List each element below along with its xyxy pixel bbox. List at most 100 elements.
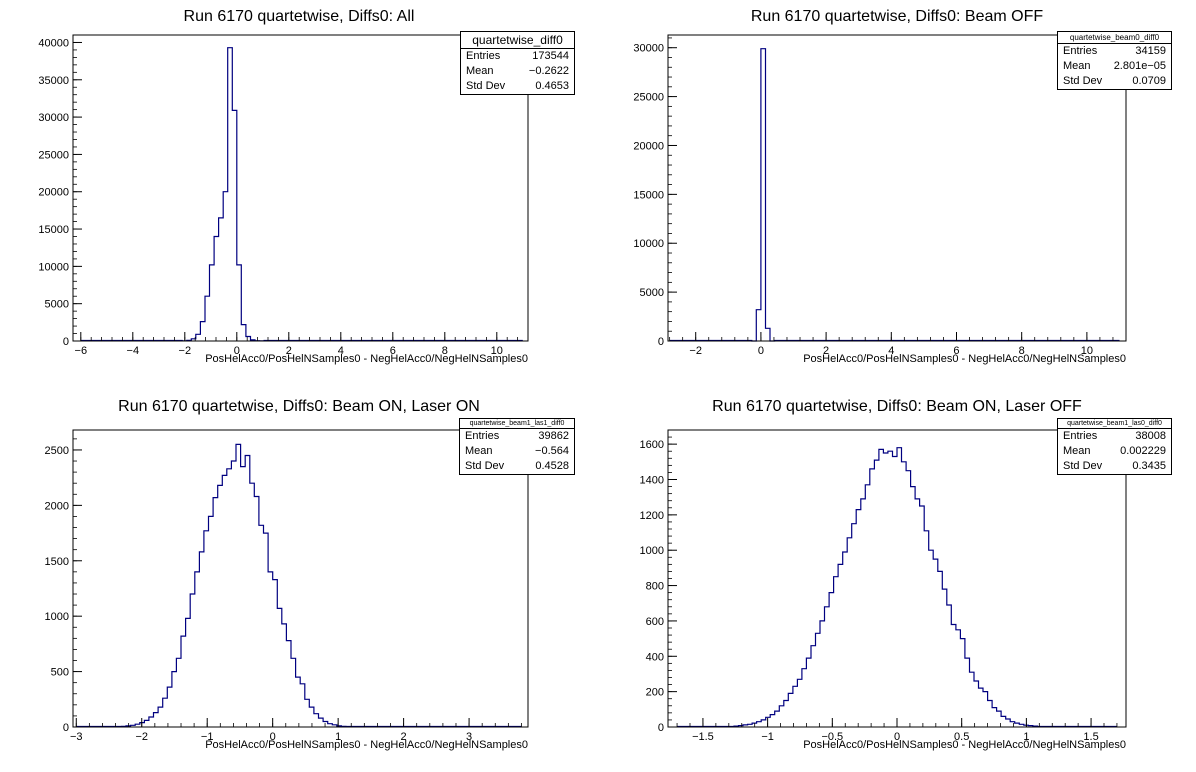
- entries-label: Entries: [1063, 430, 1098, 442]
- y-tick-label: 10000: [38, 261, 69, 273]
- stddev-label: Std Dev: [466, 80, 506, 92]
- y-tick-label: 30000: [633, 43, 664, 55]
- x-tick-label: 3: [466, 731, 472, 743]
- entries-label: Entries: [1063, 45, 1098, 57]
- stats-box: quartetwise_diff0 Entries 173544 Mean −0.2…: [460, 31, 575, 95]
- x-tick-label: −1: [201, 731, 214, 743]
- x-tick-label: 4: [338, 345, 344, 357]
- chart-title: Run 6170 quartetwise, Diffs0: Beam ON, L…: [118, 398, 480, 415]
- y-tick-label: 1600: [640, 439, 664, 451]
- y-tick-label: 40000: [38, 37, 69, 49]
- y-tick-label: 0: [63, 722, 69, 734]
- entries-value: 34159: [1135, 45, 1166, 57]
- mean-label: Mean: [1063, 445, 1091, 457]
- chart-plot: −2 0 2 4 6 8 10 0 5000 10000 15000 20000 25000 30000: [633, 34, 1127, 357]
- y-tick-label: 1000: [45, 611, 69, 623]
- stddev-value: 0.0709: [1132, 75, 1166, 87]
- stats-box: quartetwise_beam1_las0_diff0 Entries 3800…: [1057, 418, 1172, 475]
- x-tick-label: 2: [286, 345, 292, 357]
- x-tick-label: −6: [75, 345, 88, 357]
- x-tick-label: −2: [135, 731, 148, 743]
- y-tick-label: 2000: [45, 500, 69, 512]
- mean-value: 0.002229: [1120, 445, 1166, 457]
- stddev-value: 0.3435: [1132, 460, 1166, 472]
- x-axis-label: PosHelAcc0/PosHelNSamples0 - NegHelAcc0/…: [205, 353, 528, 365]
- y-tick-label: 400: [646, 651, 664, 663]
- plot-frame: [72, 34, 529, 342]
- y-tick-label: 0: [63, 336, 69, 348]
- mean-label: Mean: [1063, 60, 1091, 72]
- y-tick-label: 15000: [633, 189, 664, 201]
- stats-box: quartetwise_beam0_diff0 Entries 34159 Mea…: [1057, 31, 1172, 90]
- y-tick-label: 1000: [640, 545, 664, 557]
- stddev-label: Std Dev: [465, 460, 505, 472]
- histogram-line: [677, 447, 1117, 728]
- x-tick-label: −1: [761, 731, 774, 743]
- chart-panel-beam-on-laser-off: Run 6170 quartetwise, Diffs0: Beam ON, L…: [598, 386, 1196, 772]
- chart-plot: −3 −2 −1 0 1 2 3 0 500 1000 1500 2000 2500: [45, 429, 529, 743]
- plot-frame: [72, 429, 529, 728]
- y-tick-label: 20000: [633, 140, 664, 152]
- x-tick-label: 10: [1081, 345, 1093, 357]
- chart-panel-beam-off: Run 6170 quartetwise, Diffs0: Beam OFF −…: [598, 0, 1196, 386]
- chart-title: Run 6170 quartetwise, Diffs0: Beam OFF: [750, 8, 1044, 25]
- histogram-line: [669, 48, 1120, 342]
- x-tick-label: −1.5: [692, 731, 714, 743]
- chart-plot: −6 −4 −2 0 2 4 6 8 10 0 5000 10000 15000 20000 25000 30…: [38, 34, 529, 357]
- x-tick-label: 0.5: [954, 731, 969, 743]
- x-tick-label: 2: [823, 345, 829, 357]
- x-tick-label: −0.5: [821, 731, 843, 743]
- y-tick-label: 1200: [640, 510, 664, 522]
- chart-title: Run 6170 quartetwise, Diffs0: All: [183, 8, 415, 25]
- x-tick-label: 1: [1023, 731, 1029, 743]
- stats-box-name: quartetwise_beam1_las0_diff0: [1058, 419, 1171, 429]
- y-tick-label: 0: [658, 336, 664, 348]
- plot-frame: [667, 34, 1127, 342]
- x-tick-label: 10: [491, 345, 503, 357]
- chart-panel-all: Run 6170 quartetwise, Diffs0: All −6 −4 −2…: [0, 0, 598, 386]
- x-tick-label: −4: [127, 345, 140, 357]
- y-tick-label: 30000: [38, 112, 69, 124]
- stats-box: quartetwise_beam1_las1_diff0 Entries 3986…: [459, 418, 575, 475]
- y-tick-label: 15000: [38, 224, 69, 236]
- y-tick-label: 20000: [38, 187, 69, 199]
- y-tick-label: 5000: [45, 299, 69, 311]
- entries-label: Entries: [466, 50, 501, 62]
- x-axis-label: PosHelAcc0/PosHelNSamples0 - NegHelAcc0/…: [803, 739, 1126, 751]
- y-tick-label: 800: [646, 581, 664, 593]
- y-tick-label: 5000: [640, 287, 664, 299]
- x-tick-label: 6: [953, 345, 959, 357]
- x-tick-label: 0: [758, 345, 764, 357]
- x-tick-label: 1.5: [1083, 731, 1098, 743]
- y-tick-label: 25000: [38, 149, 69, 161]
- x-tick-label: −2: [689, 345, 702, 357]
- histogram-line: [80, 47, 523, 342]
- y-tick-label: 35000: [38, 75, 69, 87]
- mean-value: 2.801e−05: [1113, 60, 1166, 72]
- mean-label: Mean: [465, 445, 493, 457]
- mean-value: −0.2622: [528, 65, 569, 77]
- stats-box-name: quartetwise_beam0_diff0: [1058, 32, 1171, 44]
- x-tick-label: 2: [401, 731, 407, 743]
- x-axis-label: PosHelAcc0/PosHelNSamples0 - NegHelAcc0/…: [803, 353, 1126, 365]
- chart-plot: −1.5 −1 −0.5 0 0.5 1 1.5 0 200 400 600 800 1000 1200 1…: [640, 429, 1127, 743]
- stddev-value: 0.4528: [535, 460, 569, 472]
- entries-value: 39862: [538, 430, 569, 442]
- chart-title: Run 6170 quartetwise, Diffs0: Beam ON, L…: [712, 398, 1082, 415]
- x-tick-label: 0: [234, 345, 240, 357]
- histogram-line: [76, 443, 522, 728]
- entries-label: Entries: [465, 430, 500, 442]
- stddev-value: 0.4653: [535, 80, 569, 92]
- mean-label: Mean: [466, 65, 494, 77]
- x-tick-label: 0: [894, 731, 900, 743]
- stddev-label: Std Dev: [1063, 460, 1103, 472]
- x-tick-label: −2: [179, 345, 192, 357]
- x-tick-label: −3: [70, 731, 83, 743]
- mean-value: −0.564: [535, 445, 569, 457]
- x-axis-label: PosHelAcc0/PosHelNSamples0 - NegHelAcc0/…: [205, 739, 528, 751]
- x-tick-label: 8: [442, 345, 448, 357]
- y-tick-label: 25000: [633, 92, 664, 104]
- chart-panel-beam-on-laser-on: Run 6170 quartetwise, Diffs0: Beam ON, L…: [0, 386, 598, 772]
- x-tick-label: 1: [335, 731, 341, 743]
- x-tick-label: 4: [888, 345, 894, 357]
